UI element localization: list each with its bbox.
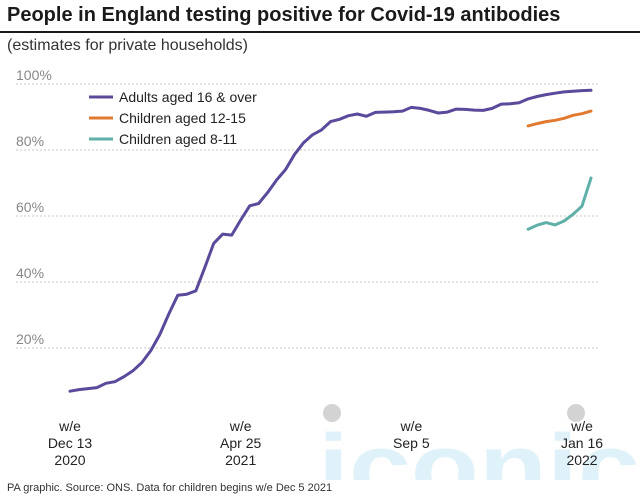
y-axis-ticks: 20% 40% 60% 80% 100% bbox=[16, 67, 52, 347]
legend: Adults aged 16 & over Children aged 12-15… bbox=[89, 89, 257, 147]
x-tick-label: w/e Dec 13 2020 bbox=[48, 418, 93, 468]
y-tick-label: 20% bbox=[16, 331, 44, 347]
x-tick-label: w/e Apr 25 2021 bbox=[220, 418, 261, 468]
series-lines bbox=[68, 88, 593, 393]
y-tick-label: 40% bbox=[16, 265, 44, 281]
x-tick-label-line: 2021 bbox=[225, 452, 256, 468]
x-tick-label-line: Apr 25 bbox=[220, 435, 261, 451]
x-tick-label: w/e Jan 16 2022 bbox=[561, 418, 603, 468]
x-tick-label: w/e Sep 5 bbox=[393, 418, 430, 451]
source-note: PA graphic. Source: ONS. Data for childr… bbox=[7, 482, 333, 494]
x-tick-label-line: w/e bbox=[229, 418, 252, 434]
x-tick-label-line: w/e bbox=[399, 418, 422, 434]
x-tick-label-line: Jan 16 bbox=[561, 435, 603, 451]
series-line-3 bbox=[526, 176, 593, 231]
x-tick-label-line: Dec 13 bbox=[48, 435, 93, 451]
line-chart: iconic 20%40%60%80%100% w/e Dec 13 2020w/e… bbox=[16, 67, 640, 480]
x-tick-label-line: w/e bbox=[570, 418, 593, 434]
legend-label: Adults aged 16 & over bbox=[119, 89, 257, 105]
grid bbox=[16, 83, 600, 349]
chart-title: People in England testing positive for C… bbox=[7, 4, 561, 26]
series-line-1 bbox=[68, 88, 593, 393]
chart-subtitle: (estimates for private households) bbox=[7, 37, 248, 54]
series-line-2 bbox=[526, 109, 593, 128]
watermark: iconic bbox=[318, 404, 640, 480]
watermark-text: iconic bbox=[318, 416, 640, 480]
x-tick-label-line: Sep 5 bbox=[393, 435, 430, 451]
y-tick-label: 60% bbox=[16, 199, 44, 215]
legend-label: Children aged 12-15 bbox=[119, 110, 246, 126]
watermark-dot-left bbox=[323, 404, 341, 422]
x-tick-label-line: 2020 bbox=[54, 452, 85, 468]
legend-label: Children aged 8-11 bbox=[119, 131, 237, 147]
y-tick-label: 80% bbox=[16, 133, 44, 149]
title-divider bbox=[0, 31, 640, 33]
watermark-dot-right bbox=[567, 404, 585, 422]
x-tick-label-line: 2022 bbox=[566, 452, 597, 468]
y-tick-label: 100% bbox=[16, 67, 52, 83]
x-tick-label-line: w/e bbox=[58, 418, 81, 434]
